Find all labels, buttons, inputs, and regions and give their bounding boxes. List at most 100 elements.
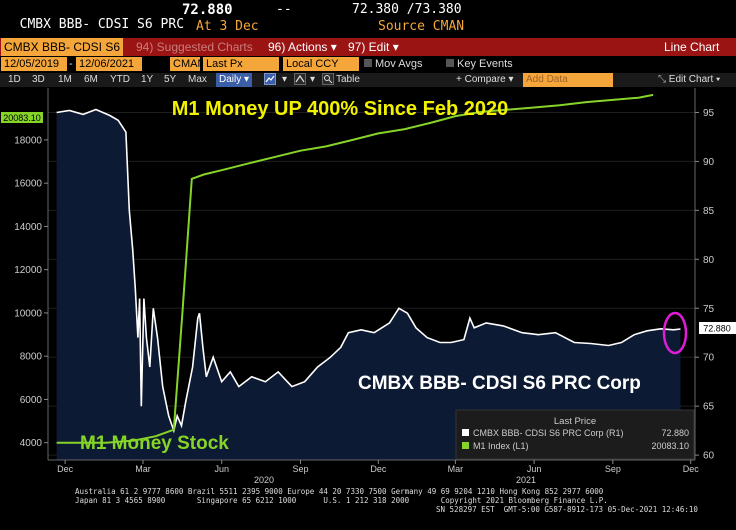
x-tick-label: Mar <box>448 464 464 474</box>
left-axis-ticks: 4000 6000 8000 10000 12000 14000 16000 18000 <box>14 135 48 449</box>
m1-last-value-label: 20083.10 <box>3 113 41 123</box>
bid-ask: 72.380 /73.380 <box>352 2 462 17</box>
x-tick-label: Dec <box>370 464 387 474</box>
right-tick-label: 90 <box>703 157 715 168</box>
m1-headline-annotation: M1 Money UP 400% Since Feb 2020 <box>172 98 508 120</box>
period-5y[interactable]: 5Y <box>164 74 177 85</box>
legend-value-m1: 20083.10 <box>651 441 689 451</box>
x-tick-label: Jun <box>214 464 229 474</box>
legend-swatch-m1 <box>462 442 469 449</box>
edit-chart-dropdown[interactable]: ⤡ Edit Chart ▾ <box>658 73 720 87</box>
price-chart[interactable]: 4000 6000 8000 10000 12000 14000 16000 18000 60… <box>0 88 736 486</box>
edit-chart-icon: ⤡ <box>658 74 669 85</box>
line-tool-icon[interactable] <box>264 73 276 87</box>
edit-chart-label: Edit Chart ▾ <box>668 74 721 85</box>
x-tick-label: Sep <box>292 464 308 474</box>
legend: Last Price CMBX BBB- CDSI S6 PRC Corp (R… <box>455 409 695 460</box>
m1-last-value-box <box>1 112 43 123</box>
right-tick-label: 70 <box>703 353 715 364</box>
chart-inputs-row: 12/05/2019 - 12/06/2021 CMAN Last Px Loc… <box>0 57 736 72</box>
suggested-charts-menu[interactable]: 94) Suggested Charts <box>136 40 253 54</box>
ticker-label: CMBX BBB- CDSI S6 PRC <box>19 17 185 32</box>
period-3d[interactable]: 3D <box>32 74 45 85</box>
cmbx-series-annotation: CMBX BBB- CDSI S6 PRC Corp <box>358 373 641 394</box>
legend-value-cmbx: 72.880 <box>661 428 689 438</box>
draw-tool-dropdown[interactable]: ▾ <box>310 74 316 85</box>
left-tick-label: 10000 <box>14 308 42 319</box>
currency-selector[interactable]: Local CCY <box>283 57 359 71</box>
key-events-toggle[interactable]: Key Events <box>446 57 513 71</box>
year-label-2020: 2020 <box>254 475 274 485</box>
pricing-source-field[interactable]: CMAN <box>170 57 205 71</box>
m1-index-line <box>56 93 654 444</box>
frequency-dropdown[interactable]: Daily ▾ <box>216 73 253 87</box>
table-button[interactable]: Table <box>336 74 360 85</box>
chart-type-dropdown[interactable]: ▾ <box>282 74 288 85</box>
change-value: -- <box>276 2 292 17</box>
left-tick-label: 12000 <box>14 265 42 276</box>
x-axis-ticks: Dec Mar Jun Sep Dec Mar Jun Sep Dec <box>57 460 699 474</box>
security-field[interactable]: CMBX BBB- CDSI S6 <box>1 38 124 56</box>
legend-title: Last Price <box>554 416 596 427</box>
highlight-circle <box>662 311 688 355</box>
period-1m[interactable]: 1M <box>58 74 72 85</box>
last-price: 72.880 <box>182 2 233 18</box>
period-max[interactable]: Max <box>188 74 207 85</box>
period-1y[interactable]: 1Y <box>141 74 154 85</box>
left-tick-label: 6000 <box>20 395 43 406</box>
cmbx-price-line <box>56 108 681 434</box>
actions-menu[interactable]: 96) Actions ▾ <box>268 40 337 54</box>
key-events-label: Key Events <box>457 58 513 70</box>
right-tick-label: 75 <box>703 304 715 315</box>
period-6m[interactable]: 6M <box>84 74 98 85</box>
start-date-field[interactable]: 12/05/2019 <box>1 57 67 71</box>
right-tick-label: 80 <box>703 255 715 266</box>
left-tick-label: 4000 <box>20 438 43 449</box>
right-tick-label: 65 <box>703 402 715 413</box>
compare-dropdown[interactable]: + Compare ▾ <box>456 74 514 85</box>
at-date: At 3 Dec <box>196 19 259 34</box>
period-1d[interactable]: 1D <box>8 74 21 85</box>
x-tick-label: Jun <box>527 464 542 474</box>
edit-menu[interactable]: 97) Edit ▾ <box>348 40 399 54</box>
mov-avgs-label: Mov Avgs <box>375 58 423 70</box>
draw-tool-icon[interactable] <box>294 73 306 87</box>
year-label-2021: 2021 <box>516 475 536 485</box>
left-tick-label: 18000 <box>14 135 42 146</box>
x-tick-label: Sep <box>605 464 621 474</box>
footer-contacts-2: Japan 81 3 4565 8900 Singapore 65 6212 1… <box>75 496 608 505</box>
legend-label-cmbx: CMBX BBB- CDSI S6 PRC Corp (R1) <box>473 428 624 438</box>
cmbx-last-value-box <box>699 322 736 334</box>
right-axis-ticks: 60 65 70 75 80 85 90 95 <box>695 108 715 462</box>
date-separator: - <box>69 58 73 70</box>
checkbox-icon <box>446 59 454 67</box>
function-toolbar: CMBX BBB- CDSI S6 94) Suggested Charts 9… <box>0 38 736 56</box>
cmbx-last-value-label: 72.880 <box>703 324 731 334</box>
right-tick-label: 95 <box>703 108 715 119</box>
left-tick-label: 16000 <box>14 179 42 190</box>
legend-label-m1: M1 Index (L1) <box>473 441 529 451</box>
chart-tools-row: 1D 3D 1M 6M YTD 1Y 5Y Max Daily ▾ ▾ ▾ Ta… <box>0 73 736 87</box>
add-data-input[interactable]: Add Data <box>523 73 613 87</box>
chart-view-label: Line Chart <box>664 40 720 54</box>
end-date-field[interactable]: 12/06/2021 <box>76 57 142 71</box>
footer-session: SN 528297 EST GMT-5:00 G587-8912-173 05-… <box>436 505 698 514</box>
x-tick-label: Dec <box>57 464 74 474</box>
x-tick-label: Mar <box>135 464 151 474</box>
field-selector[interactable]: Last Px <box>203 57 279 71</box>
right-tick-label: 85 <box>703 206 715 217</box>
footer-contacts-1: Australia 61 2 9777 8600 Brazil 5511 239… <box>75 487 604 496</box>
legend-swatch-cmbx <box>462 429 469 436</box>
zoom-tool-icon[interactable] <box>322 73 334 87</box>
checkbox-icon <box>364 59 372 67</box>
left-tick-label: 8000 <box>20 352 43 363</box>
cmbx-area-fill <box>56 109 681 460</box>
right-tick-label: 60 <box>703 451 715 462</box>
m1-series-annotation: M1 Money Stock <box>80 433 229 454</box>
x-tick-label: Dec <box>683 464 700 474</box>
mov-avgs-toggle[interactable]: Mov Avgs <box>364 57 423 71</box>
legend-box <box>455 409 695 460</box>
security-header: CMBX BBB- CDSI S6 PRC <box>4 2 184 32</box>
left-tick-label: 14000 <box>14 222 42 233</box>
period-ytd[interactable]: YTD <box>110 74 130 85</box>
